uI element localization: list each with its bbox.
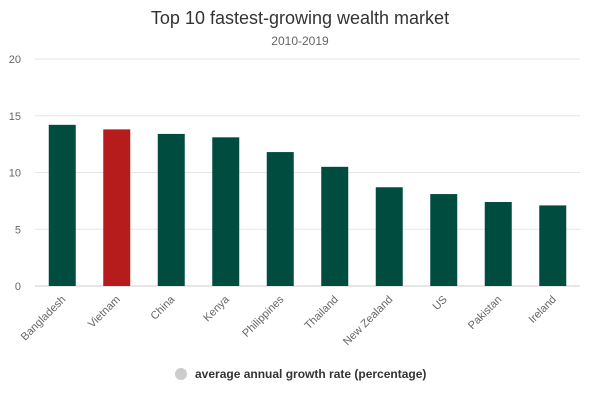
- y-tick-label: 20: [9, 54, 21, 66]
- x-tick-label: Thailand: [303, 294, 341, 332]
- y-axis-ticks: 0 5 10 15 20: [9, 54, 21, 293]
- bar-bangladesh[interactable]: [48, 124, 76, 286]
- legend-label[interactable]: average annual growth rate (percentage): [195, 367, 426, 381]
- x-tick-label: Pakistan: [466, 294, 504, 332]
- y-tick-label: 15: [9, 111, 21, 123]
- chart-title: Top 10 fastest-growing wealth market: [151, 8, 449, 28]
- bar-us[interactable]: [430, 194, 458, 286]
- x-tick-label: China: [149, 293, 178, 322]
- y-tick-label: 10: [9, 168, 21, 180]
- bar-thailand[interactable]: [321, 166, 349, 286]
- x-tick-label: Vietnam: [86, 294, 123, 331]
- bars: [48, 124, 567, 286]
- x-axis-ticks: Bangladesh Vietnam China Kenya Philippines Th…: [19, 293, 559, 348]
- x-tick-label: Kenya: [201, 293, 232, 324]
- bar-vietnam[interactable]: [103, 129, 131, 286]
- bar-ireland[interactable]: [539, 205, 567, 286]
- x-tick-label: Ireland: [527, 294, 559, 326]
- y-tick-label: 0: [15, 281, 21, 293]
- bar-pakistan[interactable]: [484, 202, 512, 286]
- x-tick-label: Bangladesh: [19, 294, 69, 344]
- bar-philippines[interactable]: [266, 152, 294, 286]
- x-tick-label: Philippines: [240, 293, 286, 339]
- x-tick-label: New Zealand: [341, 294, 395, 348]
- bar-new-zealand[interactable]: [375, 187, 403, 286]
- y-tick-label: 5: [15, 224, 21, 236]
- bar-kenya[interactable]: [212, 137, 240, 286]
- legend[interactable]: average annual growth rate (percentage): [175, 367, 426, 381]
- chart-subtitle: 2010-2019: [271, 34, 329, 48]
- x-tick-label: US: [431, 294, 450, 313]
- legend-marker[interactable]: [175, 368, 187, 380]
- bar-china[interactable]: [157, 133, 185, 286]
